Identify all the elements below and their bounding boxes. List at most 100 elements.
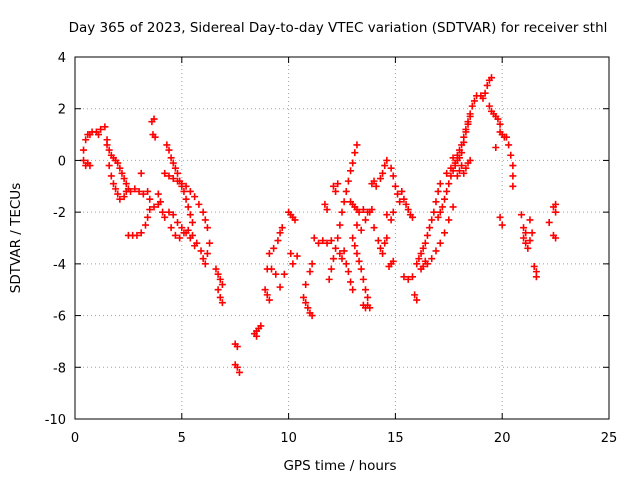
data-point <box>498 221 506 229</box>
data-point <box>263 291 271 299</box>
series-sat-g <box>154 190 199 250</box>
data-point <box>342 187 350 195</box>
data-point <box>268 265 276 273</box>
y-tick-label: -4 <box>53 258 66 273</box>
data-point <box>351 149 359 157</box>
data-point <box>383 211 391 219</box>
series-sat-ac <box>417 203 457 273</box>
data-point <box>426 224 434 232</box>
data-point <box>366 208 374 216</box>
data-point <box>332 244 340 252</box>
data-point <box>114 190 122 198</box>
data-point <box>180 187 188 195</box>
x-tick-label: 15 <box>387 431 404 446</box>
series-sat-b <box>80 156 94 170</box>
data-point <box>182 182 190 190</box>
data-point <box>280 270 288 278</box>
data-point <box>421 239 429 247</box>
data-point <box>274 237 282 245</box>
data-point <box>381 162 389 170</box>
data-point <box>423 260 431 268</box>
data-point <box>97 125 105 133</box>
data-point <box>453 172 461 180</box>
data-point <box>321 200 329 208</box>
data-point <box>137 229 145 237</box>
data-point <box>201 260 209 268</box>
data-point <box>387 216 395 224</box>
data-point <box>379 250 387 258</box>
y-tick-label: 0 <box>58 154 66 169</box>
data-point <box>206 239 214 247</box>
data-point <box>353 141 361 149</box>
data-point <box>116 164 124 172</box>
data-point <box>300 293 308 301</box>
data-point <box>466 156 474 164</box>
data-point <box>169 211 177 219</box>
data-point <box>203 250 211 258</box>
data-point <box>507 151 515 159</box>
data-point <box>336 221 344 229</box>
data-point <box>509 182 517 190</box>
data-point <box>445 180 453 188</box>
series-sat-ah <box>477 74 504 128</box>
data-point <box>308 312 316 320</box>
series-sat-a <box>80 123 111 154</box>
series-sat-am <box>545 200 560 242</box>
data-point <box>270 244 278 252</box>
data-point <box>455 167 463 175</box>
chart-title: Day 365 of 2023, Sidereal Day-to-day VTE… <box>69 20 608 36</box>
data-point <box>306 268 314 276</box>
data-point <box>80 156 88 164</box>
data-point <box>451 159 459 167</box>
data-point <box>470 97 478 105</box>
data-point <box>526 216 534 224</box>
series-sat-q <box>310 200 335 247</box>
data-point <box>436 208 444 216</box>
data-point <box>552 234 560 242</box>
data-point <box>101 123 109 131</box>
data-point <box>447 164 455 172</box>
data-point <box>344 177 352 185</box>
data-point <box>353 221 361 229</box>
data-point <box>400 273 408 281</box>
data-point <box>522 229 530 237</box>
x-tick-label: 10 <box>280 431 297 446</box>
series-sat-aa <box>400 273 421 304</box>
data-point <box>447 172 455 180</box>
data-point <box>428 216 436 224</box>
series-sat-p <box>300 260 316 320</box>
data-point <box>419 262 427 270</box>
data-point <box>235 368 243 376</box>
data-point <box>415 255 423 263</box>
data-point <box>464 120 472 128</box>
data-point <box>315 239 323 247</box>
data-point <box>413 260 421 268</box>
series-sat-ag <box>449 112 474 162</box>
data-point <box>325 275 333 283</box>
data-point <box>146 206 154 214</box>
data-point <box>159 208 167 216</box>
x-tick-label: 5 <box>178 431 186 446</box>
data-point <box>278 224 286 232</box>
data-point <box>308 260 316 268</box>
data-point <box>203 224 211 232</box>
data-point <box>165 146 173 154</box>
data-point <box>233 363 241 371</box>
data-point <box>323 206 331 214</box>
data-point <box>361 216 369 224</box>
data-point <box>118 169 126 177</box>
series-sat-n <box>261 224 288 304</box>
data-point <box>505 141 513 149</box>
series-sat-al <box>530 262 540 281</box>
data-point <box>552 208 560 216</box>
data-point <box>398 187 406 195</box>
data-point <box>411 291 419 299</box>
data-point <box>520 234 528 242</box>
data-point <box>347 167 355 175</box>
data-point <box>218 299 226 307</box>
data-point <box>355 257 363 265</box>
data-point <box>402 200 410 208</box>
data-point <box>488 74 496 82</box>
data-point <box>212 265 220 273</box>
